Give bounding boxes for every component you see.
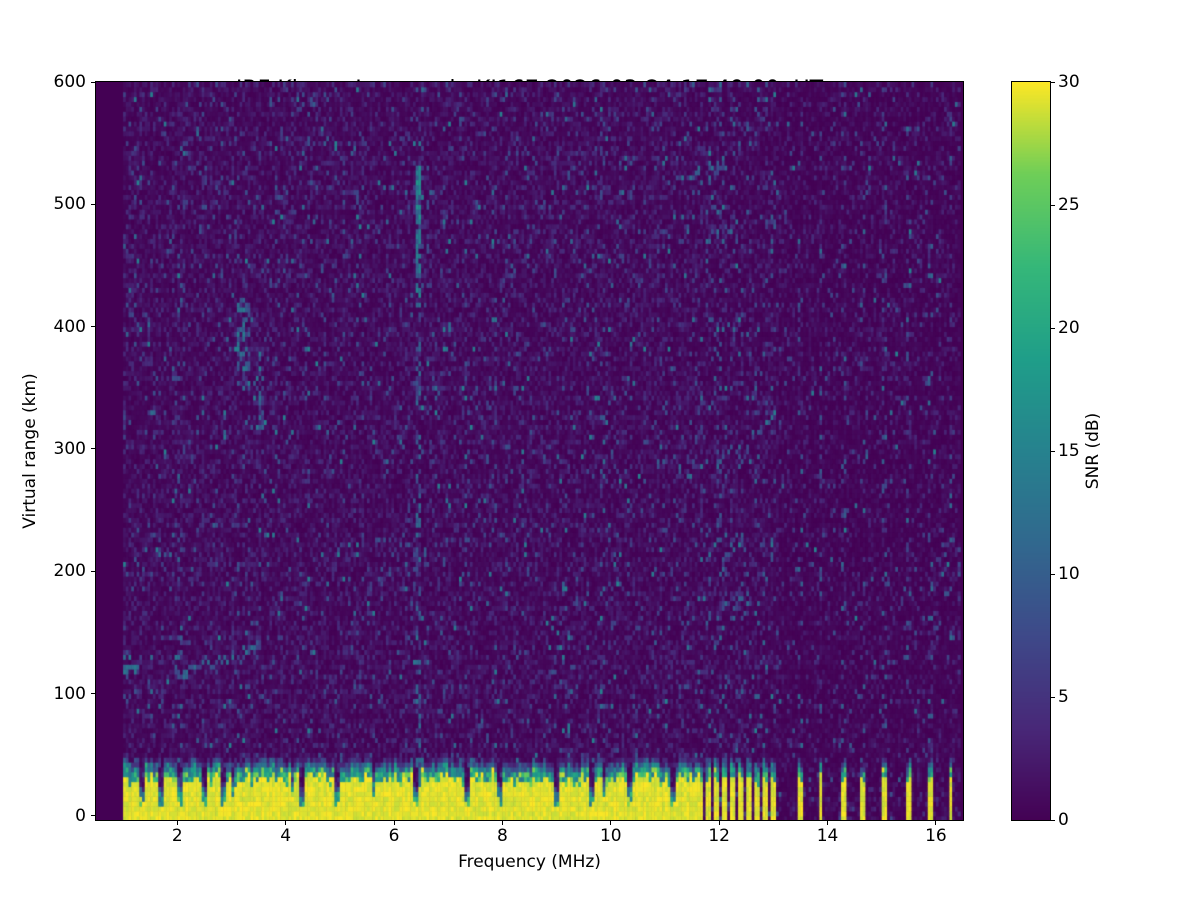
- y-tick-label: 500: [53, 194, 86, 215]
- y-tick-mark: [91, 570, 95, 572]
- colorbar-tick-mark: [1051, 204, 1055, 206]
- x-tick-label: 16: [925, 826, 947, 846]
- colorbar-tick-label: 5: [1058, 687, 1069, 707]
- x-tick-mark: [935, 821, 937, 825]
- colorbar-tick-label: 10: [1058, 564, 1080, 584]
- colorbar-tick-label: 20: [1058, 318, 1080, 338]
- y-tick-mark: [91, 326, 95, 328]
- x-tick-mark: [285, 821, 287, 825]
- colorbar-tick-label: 25: [1058, 195, 1080, 215]
- x-tick-mark: [176, 821, 178, 825]
- colorbar-label: SNR (dB): [1083, 412, 1103, 490]
- x-tick-mark: [393, 821, 395, 825]
- x-tick-mark: [827, 821, 829, 825]
- y-tick-mark: [91, 693, 95, 695]
- colorbar-tick-label: 15: [1058, 441, 1080, 461]
- colorbar-tick-mark: [1051, 327, 1055, 329]
- y-tick-mark: [91, 815, 95, 817]
- y-tick-label: 400: [53, 316, 86, 337]
- colorbar-tick-mark: [1051, 696, 1055, 698]
- colorbar-tick-label: 30: [1058, 72, 1080, 92]
- colorbar-tick-mark: [1051, 81, 1055, 83]
- x-tick-label: 2: [171, 826, 183, 846]
- x-tick-mark: [501, 821, 503, 825]
- y-tick-label: 100: [53, 683, 86, 704]
- colorbar-tick-mark: [1051, 819, 1055, 821]
- y-tick-mark: [91, 203, 95, 205]
- x-tick-mark: [718, 821, 720, 825]
- y-tick-label: 0: [75, 805, 86, 826]
- x-tick-label: 4: [280, 826, 292, 846]
- plot-frame: [95, 81, 964, 821]
- x-tick-label: 6: [388, 826, 400, 846]
- colorbar-tick-label: 0: [1058, 810, 1069, 830]
- x-axis-label: Frequency (MHz): [458, 852, 601, 872]
- y-tick-label: 300: [53, 438, 86, 459]
- x-tick-label: 14: [816, 826, 839, 846]
- x-tick-mark: [610, 821, 612, 825]
- colorbar-tick-mark: [1051, 450, 1055, 452]
- y-axis-label: Virtual range (km): [20, 373, 40, 529]
- x-tick-label: 8: [496, 826, 508, 846]
- x-tick-label: 12: [708, 826, 730, 846]
- y-tick-label: 600: [53, 72, 86, 92]
- x-tick-label: 10: [599, 826, 622, 846]
- ionogram-heatmap: [96, 82, 963, 820]
- y-tick-label: 200: [53, 561, 86, 582]
- y-tick-mark: [91, 81, 95, 83]
- colorbar-tick-mark: [1051, 573, 1055, 575]
- y-tick-mark: [91, 448, 95, 450]
- colorbar-gradient: [1012, 82, 1050, 820]
- colorbar-frame: [1011, 81, 1051, 821]
